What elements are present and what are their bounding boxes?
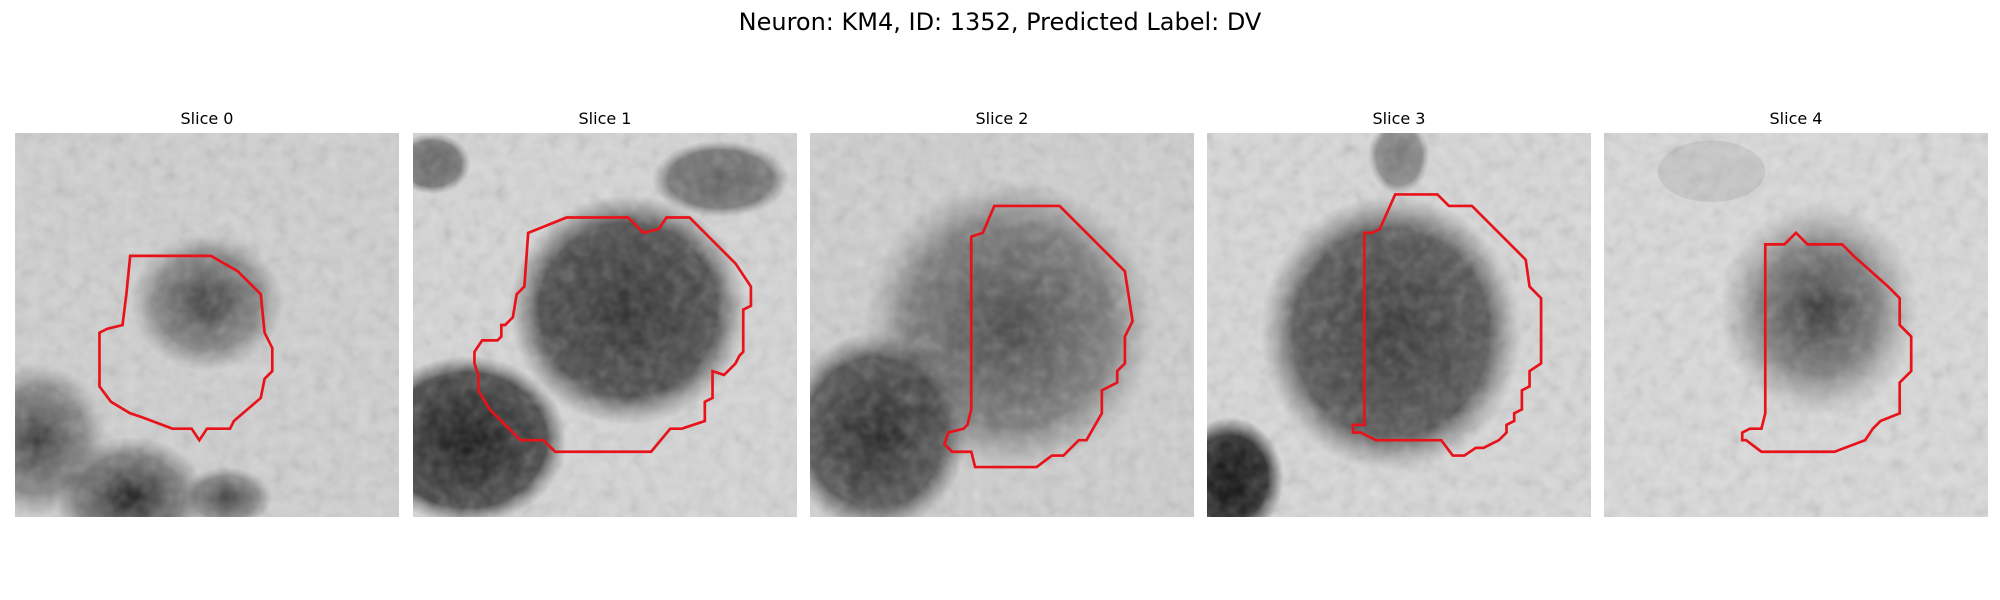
slice-3-title: Slice 3	[1372, 109, 1426, 128]
slice-0-title: Slice 0	[180, 109, 234, 128]
slice-1-image	[413, 133, 797, 517]
slice-2-image	[810, 133, 1194, 517]
slice-0-image	[15, 133, 399, 517]
slice-4-panel: Slice 4	[1604, 105, 1988, 517]
slice-1-contour	[473, 216, 753, 454]
slice-2-title: Slice 2	[975, 109, 1029, 128]
slice-3-image	[1207, 133, 1591, 517]
figure-title: Neuron: KM4, ID: 1352, Predicted Label: …	[738, 8, 1262, 36]
slice-2-panel: Slice 2	[810, 105, 1194, 517]
slice-0-contour	[98, 254, 274, 443]
slice-0-panel: Slice 0	[15, 105, 399, 517]
slice-1-panel: Slice 1	[413, 105, 797, 517]
slice-3-panel: Slice 3	[1207, 105, 1591, 517]
slice-2-contour	[942, 204, 1134, 469]
slice-3-contour	[1351, 193, 1543, 457]
slice-4-title: Slice 4	[1769, 109, 1823, 128]
slice-4-contour	[1740, 230, 1913, 454]
slice-1-title: Slice 1	[578, 109, 632, 128]
slice-4-image	[1604, 133, 1988, 517]
